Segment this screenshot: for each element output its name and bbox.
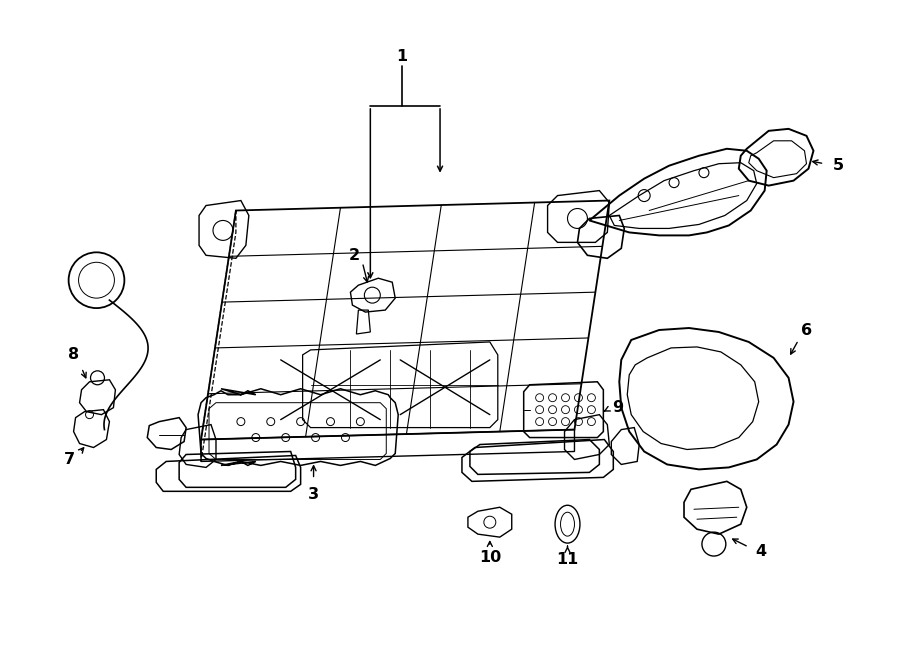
Text: 1: 1 [397, 49, 408, 63]
Text: 7: 7 [64, 452, 76, 467]
Text: 8: 8 [68, 348, 79, 362]
Text: 11: 11 [556, 551, 579, 566]
Text: 9: 9 [612, 400, 623, 415]
Text: 3: 3 [308, 486, 320, 502]
Text: 6: 6 [801, 323, 812, 338]
Text: 5: 5 [832, 158, 844, 173]
Text: 2: 2 [349, 248, 360, 263]
Text: 10: 10 [479, 549, 501, 564]
Text: 4: 4 [755, 543, 766, 559]
